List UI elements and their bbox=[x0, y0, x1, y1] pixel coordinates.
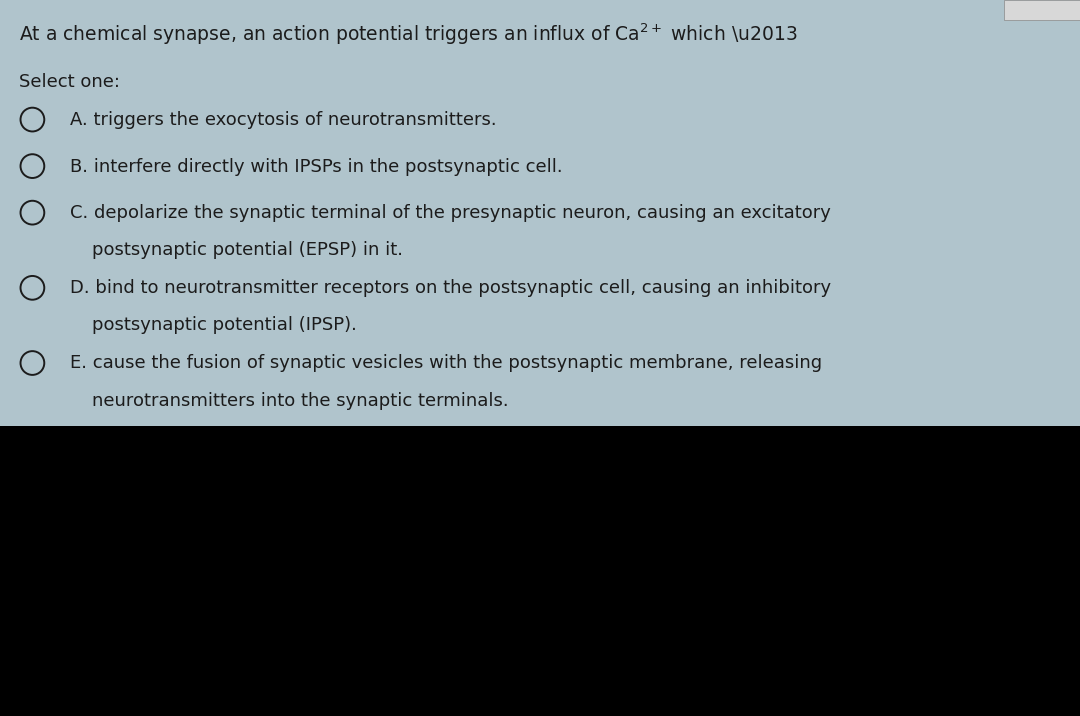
Text: At a chemical synapse, an action potential triggers an influx of Ca$^{2+}$ which: At a chemical synapse, an action potenti… bbox=[19, 21, 798, 47]
Text: postsynaptic potential (IPSP).: postsynaptic potential (IPSP). bbox=[92, 316, 356, 334]
Text: Select one:: Select one: bbox=[19, 73, 121, 91]
Text: E. cause the fusion of synaptic vesicles with the postsynaptic membrane, releasi: E. cause the fusion of synaptic vesicles… bbox=[70, 354, 822, 372]
Text: A. triggers the exocytosis of neurotransmitters.: A. triggers the exocytosis of neurotrans… bbox=[70, 111, 497, 129]
Text: C. depolarize the synaptic terminal of the presynaptic neuron, causing an excita: C. depolarize the synaptic terminal of t… bbox=[70, 204, 832, 222]
Text: neurotransmitters into the synaptic terminals.: neurotransmitters into the synaptic term… bbox=[92, 392, 509, 410]
Bar bbox=[0, 0, 1080, 426]
Bar bbox=[1004, 0, 1080, 20]
Text: postsynaptic potential (EPSP) in it.: postsynaptic potential (EPSP) in it. bbox=[92, 241, 403, 259]
Text: D. bind to neurotransmitter receptors on the postsynaptic cell, causing an inhib: D. bind to neurotransmitter receptors on… bbox=[70, 279, 832, 297]
Text: B. interfere directly with IPSPs in the postsynaptic cell.: B. interfere directly with IPSPs in the … bbox=[70, 158, 563, 175]
